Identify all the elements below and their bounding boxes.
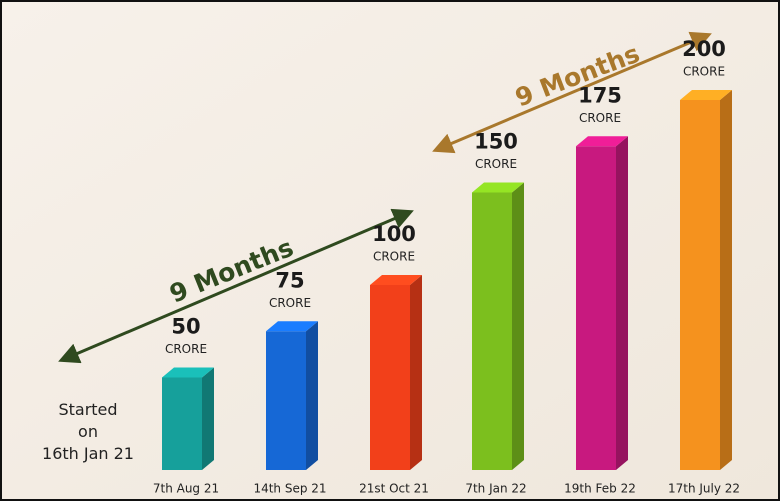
bar-front — [472, 192, 512, 470]
bar-top — [370, 275, 422, 285]
bar-top — [162, 367, 214, 378]
unit-label: CRORE — [373, 250, 415, 264]
unit-label: CRORE — [165, 342, 207, 356]
bar-top — [576, 136, 628, 147]
bar-top — [266, 321, 318, 332]
x-tick-label: 7th Aug 21 — [153, 482, 219, 496]
bar — [370, 275, 422, 470]
bar-side — [720, 90, 732, 470]
bar-front — [370, 285, 410, 470]
bar — [680, 90, 732, 470]
bar — [266, 321, 318, 470]
x-tick-label: 19th Feb 22 — [564, 482, 636, 496]
bar-side — [202, 367, 214, 470]
unit-label: CRORE — [475, 157, 517, 171]
bar-front — [266, 331, 306, 470]
x-tick-label: 21st Oct 21 — [359, 482, 429, 496]
value-label: 50 — [171, 315, 200, 339]
bar-front — [162, 377, 202, 470]
bar-top — [472, 182, 524, 193]
x-tick-label: 14th Sep 21 — [253, 482, 326, 496]
period-arrow — [432, 31, 712, 154]
bar-top — [680, 90, 732, 100]
value-label: 175 — [578, 83, 622, 107]
bar-side — [410, 275, 422, 470]
value-label: 150 — [474, 130, 518, 154]
value-label: 100 — [372, 222, 416, 246]
period-arrow — [58, 208, 414, 364]
x-tick-label: 17th July 22 — [668, 482, 740, 496]
bar — [162, 367, 214, 470]
bar — [472, 182, 524, 470]
unit-label: CRORE — [683, 65, 725, 79]
bar-front — [576, 146, 616, 470]
bar-side — [306, 321, 318, 470]
unit-label: CRORE — [269, 296, 311, 310]
bar-side — [616, 136, 628, 470]
start-note: Started on 16th Jan 21 — [42, 400, 134, 463]
unit-label: CRORE — [579, 111, 621, 125]
x-tick-label: 7th Jan 22 — [465, 482, 526, 496]
bar-front — [680, 100, 720, 470]
bar-side — [512, 182, 524, 470]
bar — [576, 136, 628, 470]
value-label: 75 — [275, 268, 304, 292]
value-label: 200 — [682, 37, 726, 61]
